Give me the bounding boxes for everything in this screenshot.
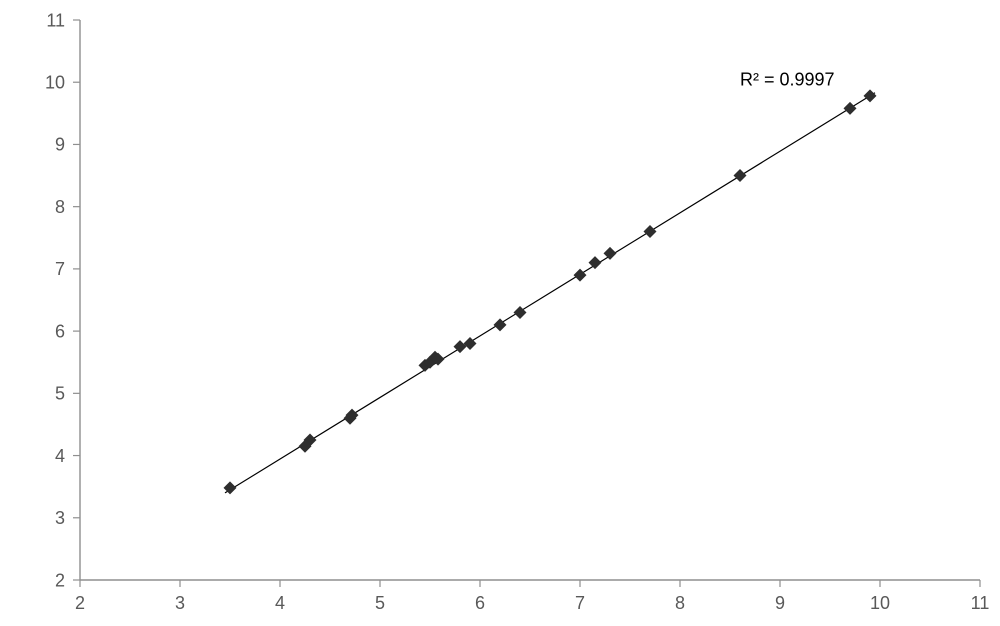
y-tick-label: 4 xyxy=(55,446,65,466)
y-tick-label: 2 xyxy=(55,570,65,590)
x-tick-label: 8 xyxy=(675,593,685,613)
r-squared-annotation: R² = 0.9997 xyxy=(740,69,835,89)
x-tick-label: 2 xyxy=(75,593,85,613)
x-tick-label: 6 xyxy=(475,593,485,613)
chart-svg: 2 3 4 5 6 7 8 9 10 11 2 3 4 5 6 7 8 9 10 11 R² = 0.9997 xyxy=(0,0,1000,626)
y-tick-label: 5 xyxy=(55,384,65,404)
x-tick-label: 4 xyxy=(275,593,285,613)
y-tick-label: 3 xyxy=(55,508,65,528)
x-tick-label: 10 xyxy=(870,593,890,613)
x-tick-label: 9 xyxy=(775,593,785,613)
x-tick-label: 11 xyxy=(971,593,990,613)
y-tick-label: 8 xyxy=(55,197,65,217)
y-tick-label: 6 xyxy=(55,321,65,341)
y-tick-label: 7 xyxy=(55,259,65,279)
y-tick-label: 11 xyxy=(46,10,65,30)
x-tick-label: 7 xyxy=(575,593,585,613)
x-tick-label: 5 xyxy=(375,593,385,613)
scatter-chart: 2 3 4 5 6 7 8 9 10 11 2 3 4 5 6 7 8 9 10 11 R² = 0.9997 xyxy=(0,0,1000,626)
x-tick-label: 3 xyxy=(175,593,185,613)
y-tick-label: 9 xyxy=(55,135,65,155)
y-tick-label: 10 xyxy=(45,73,65,93)
